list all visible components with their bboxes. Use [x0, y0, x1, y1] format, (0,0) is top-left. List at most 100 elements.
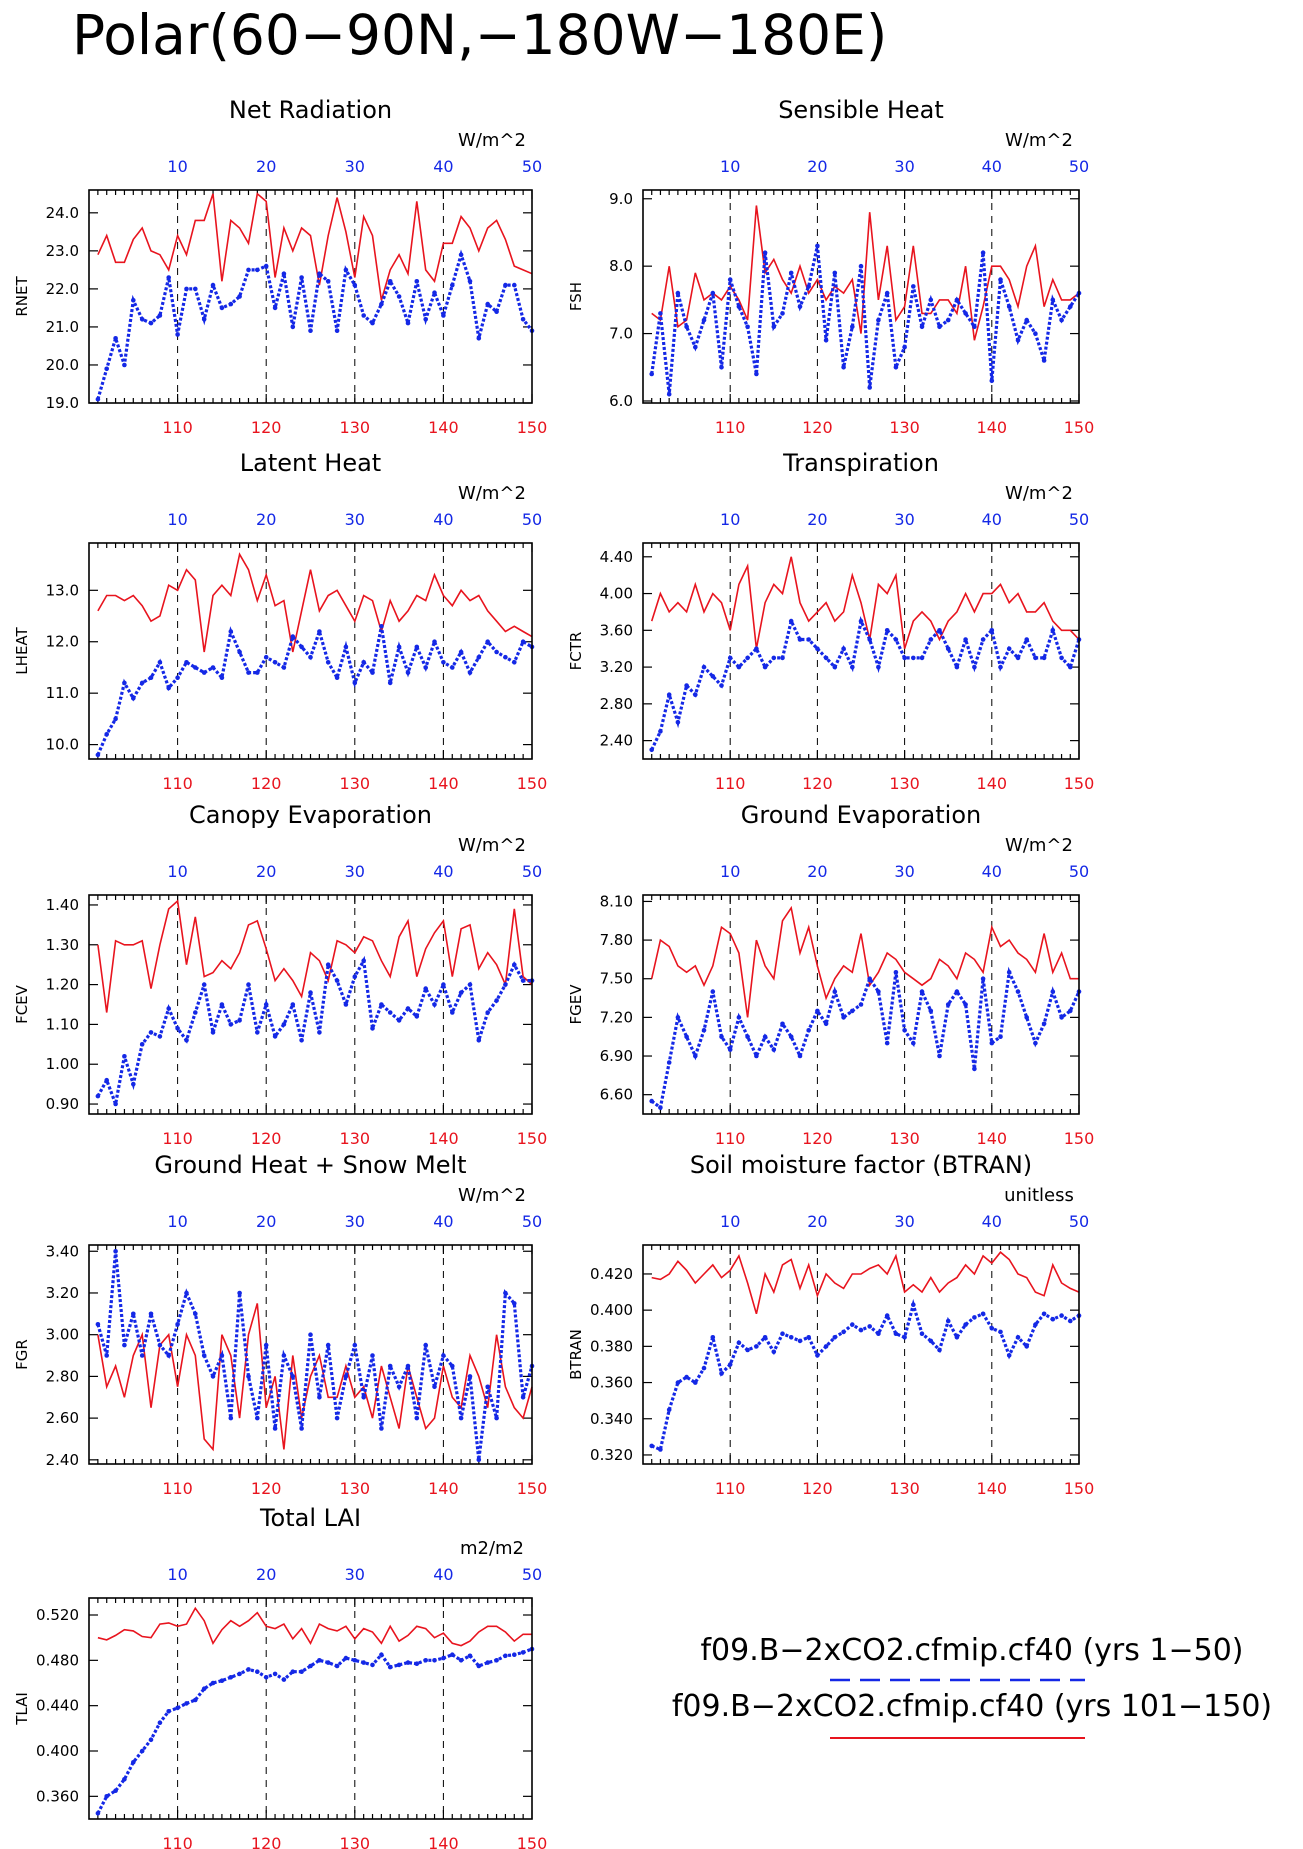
series-blue-point [745, 1347, 750, 1353]
series-blue-point [989, 628, 995, 633]
series-blue-point [998, 664, 1003, 670]
series-blue-point [387, 1363, 393, 1369]
series-blue-point [928, 637, 934, 642]
series-blue-point [104, 1353, 109, 1358]
x-tick-label-top: 20 [807, 1212, 827, 1231]
series-blue-point [122, 680, 127, 686]
x-tick-label-top: 20 [807, 862, 827, 881]
series-blue-point [352, 974, 358, 979]
series-blue-point [485, 301, 491, 307]
series-red-line [97, 899, 533, 1013]
series-blue-point [876, 317, 881, 323]
series-blue-point [325, 660, 331, 665]
series-blue-point [1068, 304, 1073, 309]
x-tick-label-bottom: 150 [1064, 418, 1095, 437]
series-blue-point [520, 317, 526, 322]
y-tick-label: 8.10 [600, 892, 633, 910]
series-blue-point [139, 680, 145, 686]
series-blue-point [701, 317, 707, 323]
series-blue-point [361, 313, 367, 318]
series-blue-point [1033, 1040, 1038, 1046]
series-blue-point [858, 1327, 864, 1333]
series-blue-point [937, 628, 942, 633]
series-blue-point [850, 1008, 855, 1014]
series-blue-point [131, 1760, 136, 1765]
series-blue-point [503, 654, 508, 660]
series-blue-point [658, 1105, 663, 1110]
series-blue-point [210, 665, 216, 670]
series-blue-point [841, 365, 846, 370]
x-tick-label-bottom: 150 [517, 418, 548, 437]
series-blue-point [797, 304, 803, 309]
series-blue-point [815, 1353, 820, 1358]
series-blue-point [166, 275, 171, 280]
y-tick-label: 2.60 [46, 1409, 79, 1427]
series-blue-point [157, 1720, 163, 1725]
x-tick-label-top: 10 [720, 862, 740, 881]
series-blue-point [512, 962, 517, 967]
series-blue-point [104, 1077, 109, 1083]
x-tick-label-bottom: 140 [428, 774, 459, 793]
series-blue-point [281, 1022, 287, 1027]
series-blue-point [937, 1347, 942, 1353]
series-blue-point [911, 1302, 916, 1307]
x-tick-label-top: 10 [720, 1212, 740, 1231]
series-blue-point [684, 683, 689, 688]
series-blue-point [228, 1415, 234, 1421]
series-red-line [651, 205, 1080, 341]
series-blue-point [858, 263, 864, 269]
series-blue-point [131, 696, 136, 701]
series-blue-point [832, 664, 838, 670]
series-blue-point [780, 1021, 785, 1027]
series-blue-point [884, 290, 890, 296]
x-tick-label-top: 20 [807, 157, 827, 176]
series-blue-point [361, 958, 367, 963]
series-blue-point [201, 317, 207, 322]
x-tick-label-top: 10 [167, 862, 187, 881]
series-blue-point [370, 320, 375, 326]
x-tick-label-top: 30 [345, 157, 365, 176]
series-blue-point [193, 286, 198, 292]
series-blue-point [980, 1311, 986, 1317]
x-tick-label-top: 20 [256, 1565, 276, 1584]
x-tick-label-top: 30 [345, 862, 365, 881]
series-blue-point [467, 670, 473, 675]
units-label: unitless [1004, 1185, 1074, 1206]
series-blue-point [945, 1318, 951, 1324]
series-blue-point [701, 1365, 707, 1371]
series-blue-point [806, 1028, 811, 1033]
series-blue-point [95, 1093, 101, 1099]
series-blue-point [954, 989, 960, 994]
y-tick-label: 6.0 [609, 392, 633, 410]
series-blue-point [157, 1342, 163, 1348]
series-blue-point [1050, 297, 1056, 303]
series-blue-line [96, 1251, 534, 1460]
series-blue-point [1050, 1316, 1056, 1322]
series-blue-point [414, 279, 420, 284]
series-blue-point [1059, 317, 1064, 323]
series-blue-point [281, 1353, 287, 1358]
series-blue-point [476, 336, 482, 341]
chart-title: Total LAI [259, 1504, 361, 1532]
series-blue-point [184, 286, 189, 292]
series-blue-point [771, 1047, 777, 1052]
series-blue-point [666, 692, 672, 697]
series-blue-point [762, 1335, 768, 1340]
chart-rnet: Net Radiation W/m^2 RNET 110 120 130 140 150 10 2… [13, 96, 547, 437]
x-tick-label-top: 30 [894, 157, 914, 176]
series-blue-point [719, 1371, 724, 1376]
series-blue-point [379, 301, 384, 307]
series-blue-point [727, 1047, 733, 1052]
series-blue-point [254, 1669, 260, 1674]
series-blue-point [139, 1042, 145, 1047]
series-blue-point [414, 644, 420, 650]
y-axis-label: FGR [13, 1339, 31, 1370]
series-blue-point [272, 305, 278, 311]
x-tick-label-top: 40 [433, 1565, 453, 1584]
series-blue-point [450, 665, 455, 670]
y-tick-label: 0.400 [36, 1742, 79, 1760]
series-blue-point [219, 1678, 225, 1683]
series-blue-point [441, 982, 446, 987]
series-blue-point [745, 655, 750, 661]
